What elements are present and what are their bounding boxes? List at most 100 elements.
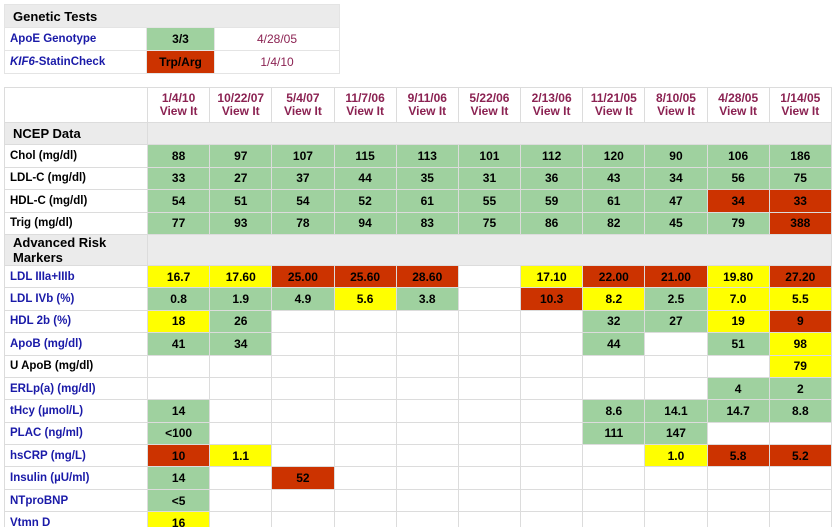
result-cell: 94 <box>333 211 397 235</box>
result-cell <box>395 466 459 490</box>
result-cell <box>520 511 584 527</box>
view-it-link[interactable]: View It <box>284 104 322 118</box>
result-cell <box>271 309 335 334</box>
result-cell: 8.8 <box>768 399 832 423</box>
date-column-header: 11/21/05 View It <box>582 87 646 123</box>
result-cell: 14 <box>146 399 211 423</box>
date-column-header: 1/14/05 View It <box>768 87 832 123</box>
genetic-value-apoe: 3/3 <box>146 27 215 51</box>
result-cell: 14.7 <box>706 399 770 423</box>
result-cell: 106 <box>706 144 770 168</box>
section-filler <box>147 121 832 146</box>
result-cell <box>333 376 397 401</box>
result-cell: 1.0 <box>644 444 708 468</box>
result-cell <box>209 466 273 490</box>
result-cell: 5.8 <box>706 444 770 468</box>
view-it-link[interactable]: View It <box>532 104 571 118</box>
result-cell <box>333 466 397 490</box>
view-it-link[interactable]: View It <box>719 104 758 118</box>
row-label[interactable]: Vtmn D <box>4 511 148 527</box>
result-cell <box>644 354 708 378</box>
view-it-link[interactable]: View It <box>346 104 384 118</box>
result-cell <box>644 332 708 356</box>
row-label[interactable]: hsCRP (mg/L) <box>4 444 148 468</box>
result-cell <box>644 466 708 490</box>
date-label: 8/10/05 <box>655 91 696 105</box>
result-cell: 44 <box>333 166 397 191</box>
result-cell <box>395 511 459 527</box>
date-label: 2/13/06 <box>531 91 572 105</box>
row-label[interactable]: HDL 2b (%) <box>4 309 148 334</box>
result-cell <box>271 332 335 356</box>
view-it-link[interactable]: View It <box>470 104 509 118</box>
result-cell <box>457 444 522 468</box>
result-cell <box>520 421 584 446</box>
result-cell <box>271 488 335 513</box>
result-cell: 90 <box>644 144 708 168</box>
result-cell: 14.1 <box>644 399 708 423</box>
view-it-link[interactable]: View It <box>594 104 633 118</box>
table-row: hsCRP (mg/L) 10 1.1 1.0 5.8 5.2 <box>4 444 832 468</box>
view-it-link[interactable]: View It <box>221 104 260 118</box>
result-cell <box>333 332 397 356</box>
result-cell: 79 <box>706 211 770 235</box>
row-label: U ApoB (mg/dl) <box>4 354 148 378</box>
view-it-link[interactable]: View It <box>657 104 695 118</box>
result-cell <box>271 354 335 378</box>
result-cell: 98 <box>768 332 832 356</box>
date-label: 11/21/05 <box>590 91 637 105</box>
view-it-link[interactable]: View It <box>159 104 198 118</box>
row-label[interactable]: ERLp(a) (mg/dl) <box>4 376 148 401</box>
result-cell: 61 <box>582 189 646 213</box>
genetic-label-kif6[interactable]: KIF6-StatinCheck <box>4 50 147 74</box>
table-row: PLAC (ng/ml) <100 111 147 <box>4 421 832 446</box>
result-cell: 388 <box>768 211 832 235</box>
row-label[interactable]: PLAC (ng/ml) <box>4 421 148 446</box>
genetic-label-apoe[interactable]: ApoE Genotype <box>4 27 147 51</box>
result-cell: 107 <box>271 144 335 168</box>
result-cell <box>768 488 832 513</box>
result-cell: 34 <box>706 189 770 213</box>
result-cell: 56 <box>706 166 770 191</box>
result-cell: 17.60 <box>209 264 273 289</box>
result-cell <box>706 466 770 490</box>
row-label[interactable]: ApoB (mg/dl) <box>4 332 148 356</box>
result-cell <box>520 488 584 513</box>
result-cell: 54 <box>271 189 335 213</box>
genetic-label-rest: -StatinCheck <box>34 56 106 68</box>
date-label: 1/14/05 <box>780 91 821 105</box>
result-cell <box>457 511 522 527</box>
row-label[interactable]: LDL IIIa+IIIb <box>4 264 148 289</box>
result-cell: 18 <box>146 309 211 334</box>
result-cell: 111 <box>582 421 646 446</box>
result-cell <box>209 399 273 423</box>
table-row: Chol (mg/dl) 88 97 107 115 113 101 112 120 90 106 1… <box>4 144 832 168</box>
result-cell <box>209 376 273 401</box>
result-cell <box>146 354 211 378</box>
result-cell <box>582 376 646 401</box>
view-it-link[interactable]: View It <box>781 104 820 118</box>
result-cell: 26 <box>209 309 273 334</box>
result-cell <box>768 511 832 527</box>
date-label: 4/28/05 <box>718 91 759 105</box>
row-label[interactable]: Insulin (µU/ml) <box>4 466 148 490</box>
table-row: U ApoB (mg/dl) 79 <box>4 354 832 378</box>
result-cell <box>644 376 708 401</box>
table-row: LDL IVb (%) 0.8 1.9 4.9 5.6 3.8 10.3 8.2 2.5 7.0 5… <box>4 287 832 311</box>
row-label: HDL-C (mg/dl) <box>4 189 148 213</box>
result-cell: 8.2 <box>582 287 646 311</box>
section-filler <box>147 233 832 266</box>
date-column-header: 9/11/06 View It <box>395 87 459 123</box>
row-label[interactable]: LDL IVb (%) <box>4 287 148 311</box>
date-label: 5/22/06 <box>469 91 510 105</box>
view-it-link[interactable]: View It <box>408 104 447 118</box>
row-label[interactable]: tHcy (µmol/L) <box>4 399 148 423</box>
result-cell: 112 <box>520 144 584 168</box>
result-cell <box>457 309 522 334</box>
row-label[interactable]: NTproBNP <box>4 488 148 513</box>
result-cell <box>333 421 397 446</box>
result-cell <box>333 444 397 468</box>
result-cell <box>395 309 459 334</box>
table-row: NTproBNP <5 <box>4 488 832 513</box>
result-cell <box>520 466 584 490</box>
